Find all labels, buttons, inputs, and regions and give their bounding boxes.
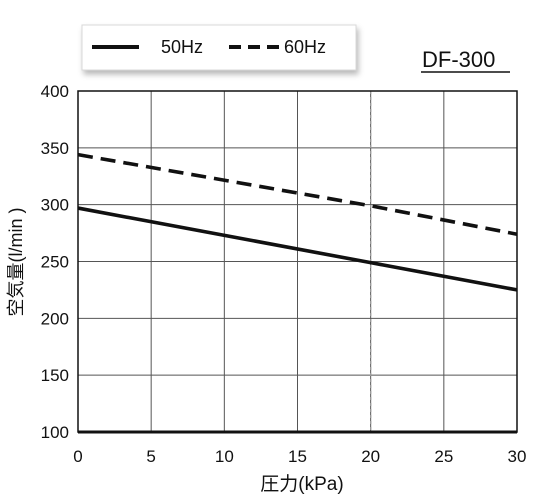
y-tick-label-250: 250	[41, 253, 69, 272]
series-lines	[77, 152, 518, 292]
series-line-60hz	[77, 152, 518, 236]
x-tick-label-5: 5	[146, 447, 155, 466]
x-tick-label-20: 20	[361, 447, 380, 466]
chart-title: DF-300	[422, 47, 495, 72]
legend-label-60hz: 60Hz	[284, 37, 326, 57]
x-tick-label-25: 25	[434, 447, 453, 466]
axes	[77, 90, 518, 434]
legend: 50Hz 60Hz	[81, 24, 357, 71]
grid	[77, 90, 518, 433]
series-line-50hz	[77, 206, 518, 292]
y-tick-label-200: 200	[41, 309, 69, 328]
y-axis-label: 空気量(l/min )	[6, 208, 26, 317]
x-tick-label-30: 30	[508, 447, 527, 466]
y-tick-label-150: 150	[41, 366, 69, 385]
legend-label-50hz: 50Hz	[161, 37, 203, 57]
tick-labels: 0 5 10 15 20 25 30 100 150 200 250 300 350 400	[41, 82, 527, 466]
y-tick-label-350: 350	[41, 139, 69, 158]
x-tick-label-15: 15	[288, 447, 307, 466]
x-axis-label: 圧力(kPa)	[260, 473, 343, 495]
x-tick-label-0: 0	[73, 447, 82, 466]
y-tick-label-400: 400	[41, 82, 69, 101]
y-tick-label-300: 300	[41, 196, 69, 215]
y-tick-label-100: 100	[41, 423, 69, 442]
x-tick-label-10: 10	[215, 447, 234, 466]
